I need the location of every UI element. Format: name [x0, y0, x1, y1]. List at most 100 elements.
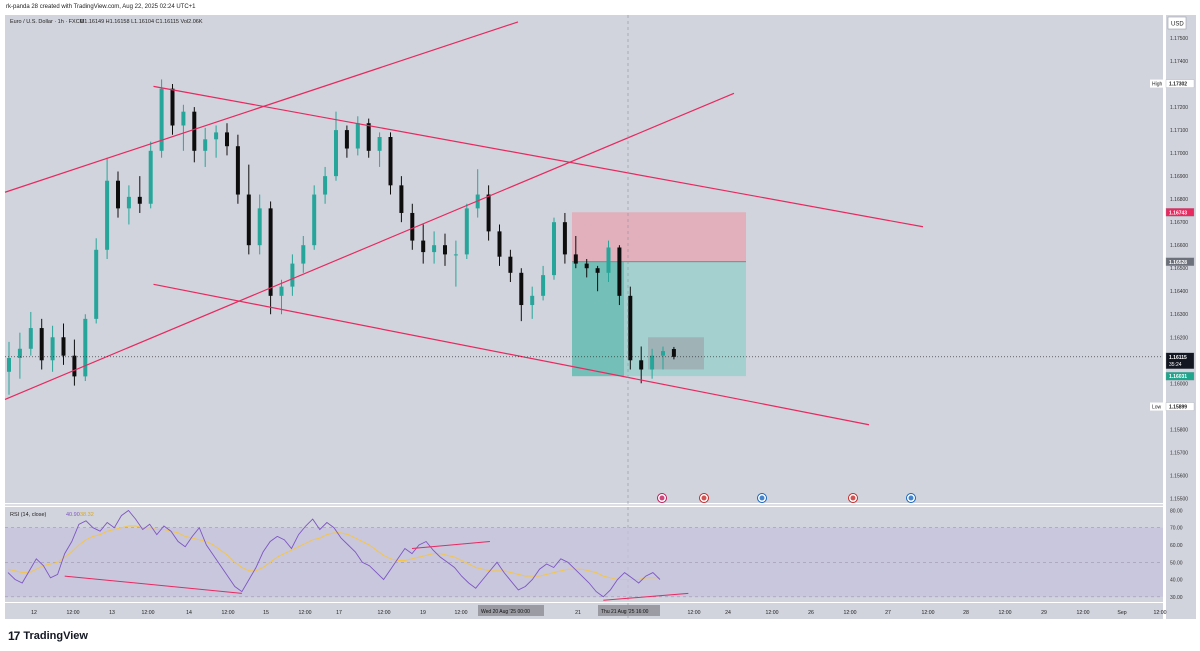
- candle-body: [552, 222, 556, 276]
- lightning-icon-inner: [659, 495, 665, 501]
- candle-body: [50, 337, 55, 361]
- candle-body: [225, 132, 229, 147]
- candle-body: [72, 355, 77, 377]
- trendline: [4, 92, 735, 400]
- rsi-ma-line: [7, 525, 660, 580]
- candle-body: [595, 268, 600, 273]
- rsi-tick: 50.00: [1170, 560, 1183, 566]
- candle-body: [268, 208, 273, 296]
- candle-body: [519, 272, 524, 306]
- time-tick: 19: [420, 610, 426, 616]
- price-tick: 1.17400: [1170, 59, 1188, 65]
- price-marker: [1165, 372, 1195, 381]
- candle-body: [650, 355, 655, 370]
- price-marker-value: 1.16528: [1169, 260, 1187, 266]
- candle-body: [148, 150, 153, 204]
- price-scale: [1166, 15, 1196, 619]
- candle-body: [410, 212, 415, 241]
- rsi-tick: 70.00: [1170, 526, 1183, 532]
- time-tick: 15: [263, 610, 269, 616]
- price-marker: [1165, 79, 1195, 88]
- price-tick: 1.16200: [1170, 335, 1188, 341]
- candle-body: [486, 194, 491, 232]
- chart-credit: rk-panda 28 created with TradingView.com…: [0, 0, 1200, 14]
- price-tick: 1.16400: [1170, 289, 1188, 295]
- time-tick: 28: [963, 610, 969, 616]
- rsi-tick: 30.00: [1170, 595, 1183, 601]
- time-tick: 12:00: [766, 610, 779, 616]
- price-marker-value: 1.16115: [1169, 355, 1187, 361]
- candles-group: [7, 79, 676, 395]
- stop-loss-zone: [572, 212, 746, 262]
- candle-body: [28, 328, 33, 349]
- price-tick: 1.15500: [1170, 496, 1188, 502]
- time-tick: 24: [725, 610, 731, 616]
- price-tick: 1.16900: [1170, 174, 1188, 180]
- candle-body: [116, 180, 120, 209]
- price-marker-tag: [1150, 402, 1164, 411]
- currency-box: [1167, 16, 1187, 30]
- price-marker-value: 1.16031: [1169, 374, 1187, 380]
- price-marker: [1165, 208, 1195, 217]
- time-tick: 12: [31, 610, 37, 616]
- candle-body: [344, 130, 349, 149]
- candle-body: [497, 231, 502, 257]
- rsi-value: 40.90: [66, 512, 80, 518]
- candle-body: [508, 256, 513, 273]
- us-flag-icon-inner: [850, 495, 856, 501]
- time-highlight-box: [598, 605, 660, 616]
- price-marker-value: 1.16743: [1169, 210, 1187, 216]
- candle-body: [7, 357, 11, 372]
- rsi-legend: RSI (14, close): [10, 512, 47, 518]
- time-axis: [5, 603, 1163, 619]
- rsi-divergence-line: [603, 592, 689, 601]
- candle-body: [541, 275, 546, 296]
- time-tick: Sep: [1117, 610, 1126, 616]
- candle-body: [279, 286, 284, 296]
- price-tick: 1.16000: [1170, 381, 1188, 387]
- currency-label: USD: [1171, 22, 1184, 28]
- time-tick: 27: [885, 610, 891, 616]
- candle-body: [94, 249, 99, 319]
- price-tick: 1.15600: [1170, 473, 1188, 479]
- candle-body: [214, 132, 219, 140]
- time-tick: 12:00: [999, 610, 1012, 616]
- time-tick: 14: [186, 610, 192, 616]
- time-tick: 12:00: [142, 610, 155, 616]
- time-highlight-label: Wed 20 Aug '25 00:00: [481, 609, 530, 615]
- tradingview-wordmark: TradingView: [23, 630, 88, 642]
- time-tick: 12:00: [1154, 610, 1167, 616]
- price-tick: 1.15800: [1170, 427, 1188, 433]
- price-tick: 1.15700: [1170, 450, 1188, 456]
- candle-body: [530, 295, 535, 306]
- candle-body: [137, 196, 142, 204]
- price-marker-label: Low: [1152, 405, 1162, 411]
- price-marker: [1165, 257, 1195, 266]
- candle-body: [628, 295, 633, 361]
- candle-body: [421, 240, 426, 253]
- tradingview-brand[interactable]: 17 TradingView: [8, 628, 88, 644]
- trendline: [153, 283, 870, 426]
- trendline: [153, 85, 924, 228]
- time-tick: 12:00: [67, 610, 80, 616]
- time-tick: 12:00: [1077, 610, 1090, 616]
- rsi-tick: 40.00: [1170, 578, 1183, 584]
- candle-body: [83, 318, 88, 377]
- globe-icon-inner: [908, 495, 914, 501]
- rsi-tick: 80.00: [1170, 508, 1183, 514]
- candle-body: [432, 245, 437, 253]
- candle-body: [366, 123, 371, 151]
- price-tick: 1.16500: [1170, 266, 1188, 272]
- price-tick: 1.17500: [1170, 36, 1188, 42]
- candle-body: [355, 123, 360, 149]
- price-tick: 1.16300: [1170, 312, 1188, 318]
- price-marker-value: 1.17302: [1169, 82, 1187, 88]
- time-tick: 12:00: [378, 610, 391, 616]
- candle-body: [453, 254, 458, 256]
- candle-body: [105, 180, 110, 250]
- rsi-ma-value: 38.32: [80, 512, 94, 518]
- trendline: [4, 21, 519, 193]
- time-tick: 12:00: [299, 610, 312, 616]
- time-tick: 12:00: [222, 610, 235, 616]
